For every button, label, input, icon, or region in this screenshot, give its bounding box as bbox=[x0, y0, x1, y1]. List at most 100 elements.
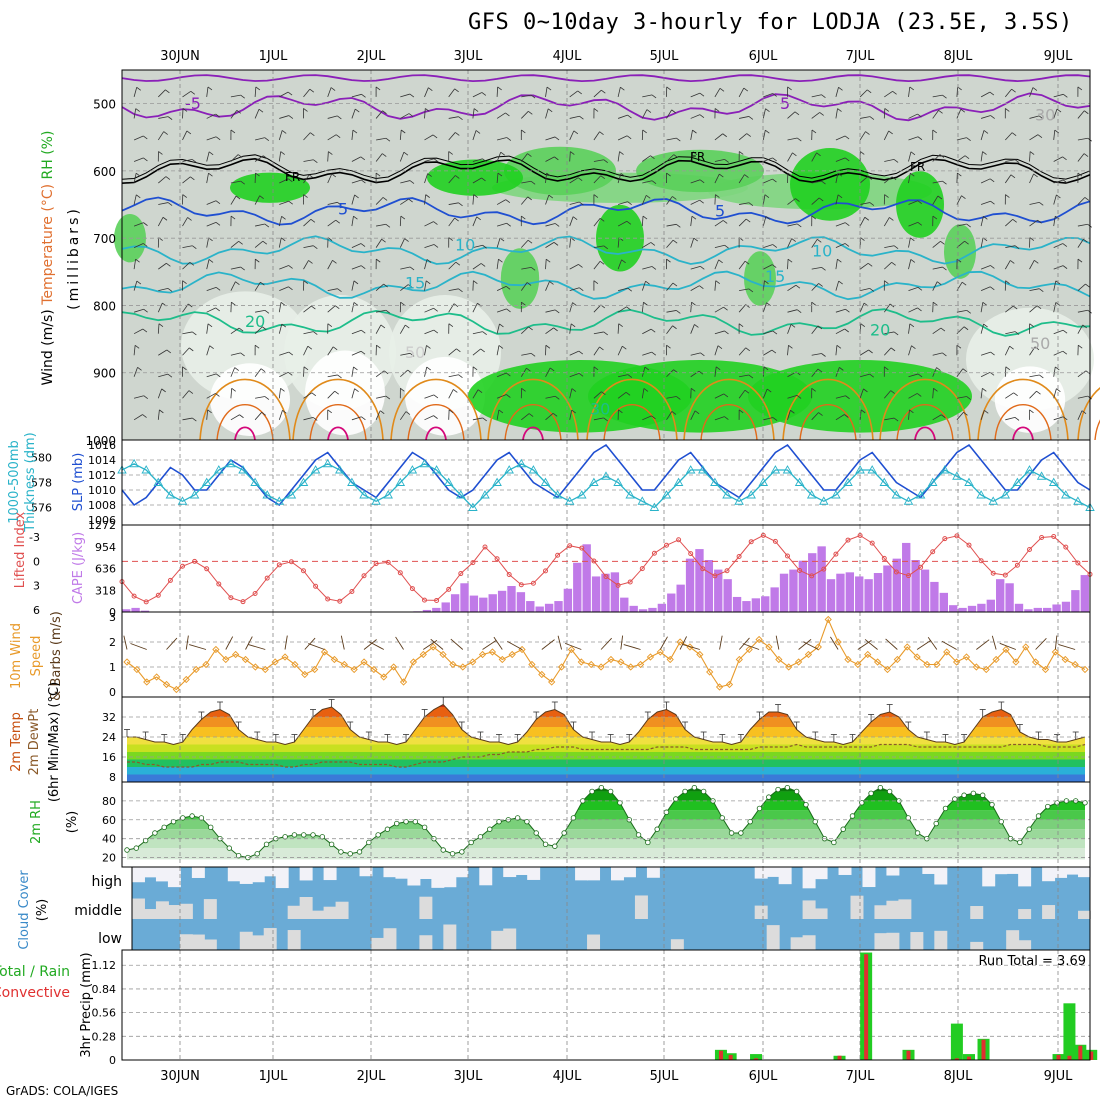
cape-bar bbox=[544, 603, 554, 612]
wind-barb bbox=[714, 108, 720, 112]
wind-barb bbox=[472, 263, 482, 270]
li-marker bbox=[639, 566, 645, 572]
wind-barb bbox=[328, 151, 333, 155]
wind-barb bbox=[844, 328, 849, 333]
wind-barb bbox=[206, 173, 209, 184]
wind-barb bbox=[762, 216, 767, 227]
rh-marker bbox=[468, 839, 474, 846]
hot-contour bbox=[234, 426, 256, 441]
contour-label: 20 bbox=[870, 321, 890, 340]
temp-tick-label: 16 bbox=[102, 751, 116, 764]
wind-barb bbox=[763, 178, 773, 184]
wind-barb bbox=[1085, 283, 1090, 288]
cape-tick-label: 636 bbox=[95, 563, 116, 576]
rh-marker bbox=[645, 839, 651, 846]
precip-tick-label: 1.12 bbox=[92, 959, 117, 972]
wind-barb bbox=[207, 86, 213, 91]
wind-barb bbox=[238, 327, 244, 332]
li-marker bbox=[785, 553, 790, 559]
wind-barb bbox=[811, 412, 819, 421]
wind-barb bbox=[1005, 194, 1010, 198]
wind-marker bbox=[883, 665, 892, 674]
wind-barb bbox=[837, 172, 843, 177]
wind-barb bbox=[1005, 280, 1010, 284]
wind-barb bbox=[496, 259, 499, 270]
wind-barb bbox=[1029, 409, 1034, 414]
cloud-cell bbox=[634, 895, 648, 919]
wind-barb bbox=[496, 308, 507, 313]
warm-contour bbox=[994, 403, 1052, 441]
li-marker bbox=[579, 545, 585, 551]
temp-band bbox=[127, 744, 1085, 752]
wind-barb bbox=[133, 194, 137, 205]
wind-barb bbox=[351, 388, 355, 399]
wind-barb bbox=[651, 415, 656, 420]
wind-barb bbox=[303, 132, 311, 141]
wind-barb bbox=[1005, 366, 1011, 371]
wind-barb bbox=[376, 344, 381, 349]
thickness-marker bbox=[577, 490, 587, 499]
wind-barb bbox=[327, 390, 336, 399]
wind-barb bbox=[966, 310, 971, 314]
wind-barb bbox=[579, 287, 584, 292]
wind-barb bbox=[545, 86, 548, 97]
wind-barb bbox=[327, 151, 329, 162]
wind-barb bbox=[691, 301, 696, 306]
x-date-label: 5JUL bbox=[650, 1069, 680, 1084]
cloud-cell bbox=[419, 896, 433, 919]
rh-marker bbox=[310, 832, 316, 838]
wind-barb bbox=[530, 94, 536, 99]
wind-marker bbox=[182, 675, 190, 684]
wind-barb bbox=[353, 302, 359, 306]
wind-barb bbox=[327, 201, 338, 205]
wind-barb bbox=[521, 413, 530, 421]
wind-barb bbox=[885, 638, 898, 650]
wind-barb bbox=[811, 94, 822, 98]
cape-tick-label: 1272 bbox=[88, 519, 116, 532]
wind-barb bbox=[426, 366, 431, 371]
wind-barb bbox=[424, 173, 429, 184]
warm-contour bbox=[504, 403, 562, 441]
wind-marker bbox=[320, 648, 329, 656]
wind-barb bbox=[893, 245, 899, 250]
wind-barb bbox=[310, 219, 316, 223]
li-marker bbox=[567, 543, 573, 549]
wind-barb bbox=[313, 245, 318, 250]
li-marker bbox=[216, 581, 222, 587]
wind-marker bbox=[775, 655, 783, 664]
wind-barb bbox=[385, 309, 391, 314]
contour-label: 30 bbox=[1035, 105, 1055, 124]
wind-barb bbox=[454, 217, 459, 222]
wind-marker bbox=[893, 655, 901, 664]
wind-barb bbox=[360, 243, 366, 247]
wind-barb bbox=[157, 217, 164, 227]
wind-barb bbox=[1039, 288, 1044, 293]
precip-total-bar bbox=[1063, 1003, 1076, 1060]
wind-barb bbox=[472, 417, 483, 421]
thickness-marker bbox=[310, 465, 321, 474]
thickness-marker bbox=[1061, 490, 1071, 499]
wind-barb bbox=[303, 108, 308, 112]
wind-barb bbox=[554, 156, 559, 161]
wind-barb bbox=[448, 348, 457, 356]
cloud-cell bbox=[239, 931, 253, 950]
temp-tick-label: 8 bbox=[109, 771, 116, 784]
wind-barb bbox=[719, 87, 725, 92]
wind-barb bbox=[617, 220, 628, 227]
wind-barb bbox=[530, 353, 536, 357]
rh-band bbox=[127, 848, 1085, 860]
wind-barb bbox=[497, 86, 502, 91]
wind-barb bbox=[476, 216, 481, 221]
wind-barb bbox=[288, 351, 294, 356]
wind-barb bbox=[787, 172, 793, 177]
wind-barb bbox=[1054, 129, 1060, 134]
wind-barb bbox=[932, 94, 943, 98]
wind-barb bbox=[142, 414, 147, 418]
wind-barb bbox=[423, 639, 438, 650]
wind-barb bbox=[932, 414, 942, 421]
cape-bar bbox=[770, 587, 779, 612]
wind-barb bbox=[455, 261, 461, 266]
li-marker bbox=[1027, 546, 1032, 552]
wind-barb bbox=[646, 109, 652, 113]
wind-barb bbox=[748, 202, 754, 207]
